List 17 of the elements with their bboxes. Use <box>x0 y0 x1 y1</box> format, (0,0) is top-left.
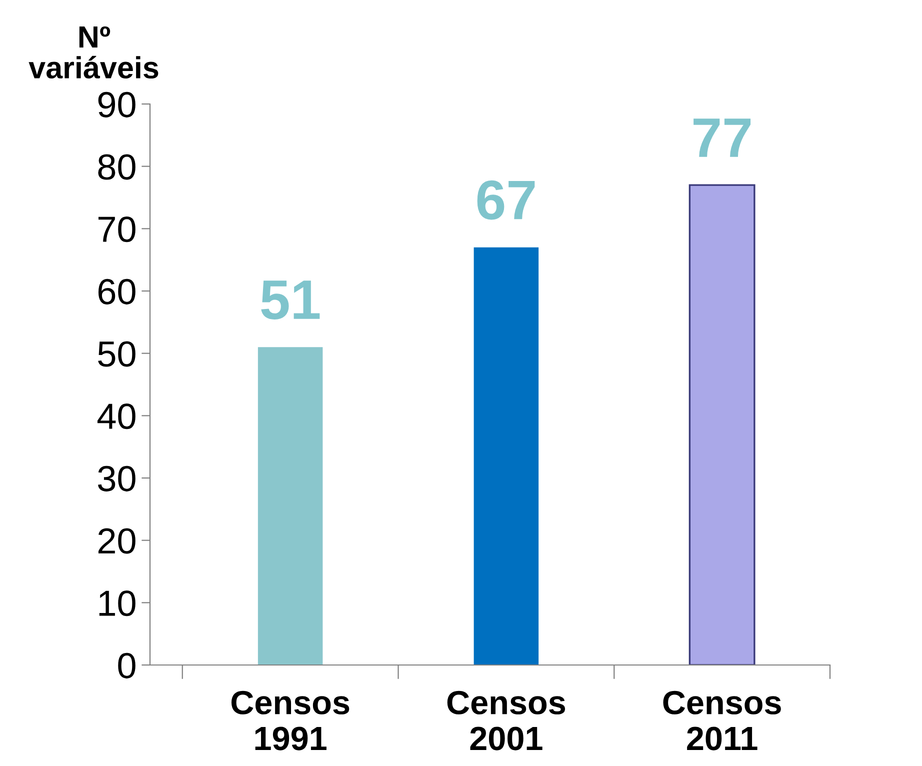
data-label: 51 <box>261 280 320 320</box>
y-tick-label: 50 <box>98 341 136 367</box>
y-tick-label: 90 <box>98 92 136 118</box>
y-tick-label: 70 <box>98 216 136 242</box>
y-axis-title: Nº variáveis <box>28 26 158 79</box>
y-tick-label: 30 <box>98 466 136 492</box>
data-label: 77 <box>694 118 751 157</box>
x-tick-label: Censos 1991 <box>231 690 350 750</box>
y-tick-label: 10 <box>99 590 136 616</box>
y-tick-label: 0 <box>118 652 136 678</box>
y-tick-label: 20 <box>98 528 136 554</box>
x-tick-label: Censos 2001 <box>447 690 566 750</box>
y-tick-label: 40 <box>97 404 136 430</box>
y-tick-label: 60 <box>98 278 136 304</box>
x-tick-label: Censos 2011 <box>663 690 781 750</box>
y-tick-label: 80 <box>98 154 136 180</box>
data-label: 67 <box>477 180 535 220</box>
